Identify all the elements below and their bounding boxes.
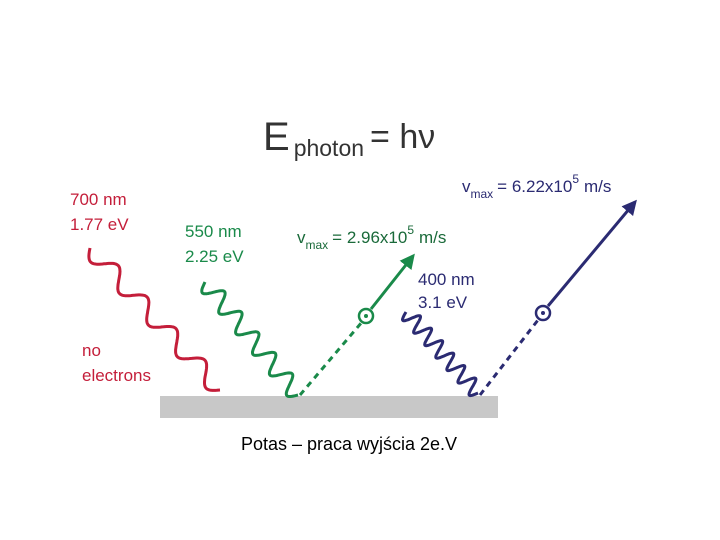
velocity-exponent: 5 (407, 223, 414, 237)
velocity-value: = 2.96x10 (332, 228, 407, 247)
electron-arrow (369, 253, 415, 310)
velocity-exponent: 5 (572, 172, 579, 186)
energy-label: 2.25 eV (185, 247, 244, 266)
electron-path (478, 319, 540, 396)
metal-plate (160, 396, 498, 418)
title-base: E (263, 115, 290, 159)
velocity-symbol: v (297, 228, 306, 247)
velocity-unit: m/s (419, 228, 446, 247)
title-rest: = hν (370, 118, 435, 156)
electron-dot (364, 314, 368, 318)
caption: Potas – praca wyjścia 2e.V (241, 434, 457, 454)
result-label: no (82, 341, 101, 360)
light-wave (401, 311, 479, 398)
velocity-subscript: max (306, 238, 329, 252)
title-subscript: photon (294, 135, 364, 161)
velocity-value: = 6.22x10 (497, 177, 572, 196)
velocity-label: vmax = 6.22x105 m/s (462, 172, 611, 201)
velocity-label: vmax = 2.96x105 m/s (297, 223, 446, 252)
light-wave (87, 247, 221, 392)
wavelength-label: 700 nm (70, 190, 127, 209)
light-wave (200, 281, 299, 398)
velocity-symbol: v (462, 177, 471, 196)
velocity-subscript: max (471, 187, 494, 201)
wavelength-label: 400 nm (418, 270, 475, 289)
electron-arrow (546, 199, 637, 307)
energy-label: 3.1 eV (418, 293, 468, 312)
result-label: electrons (82, 366, 151, 385)
wavelength-label: 550 nm (185, 222, 242, 241)
velocity-unit: m/s (584, 177, 611, 196)
electron-path (298, 321, 364, 396)
energy-label: 1.77 eV (70, 215, 129, 234)
electron-dot (541, 311, 545, 315)
